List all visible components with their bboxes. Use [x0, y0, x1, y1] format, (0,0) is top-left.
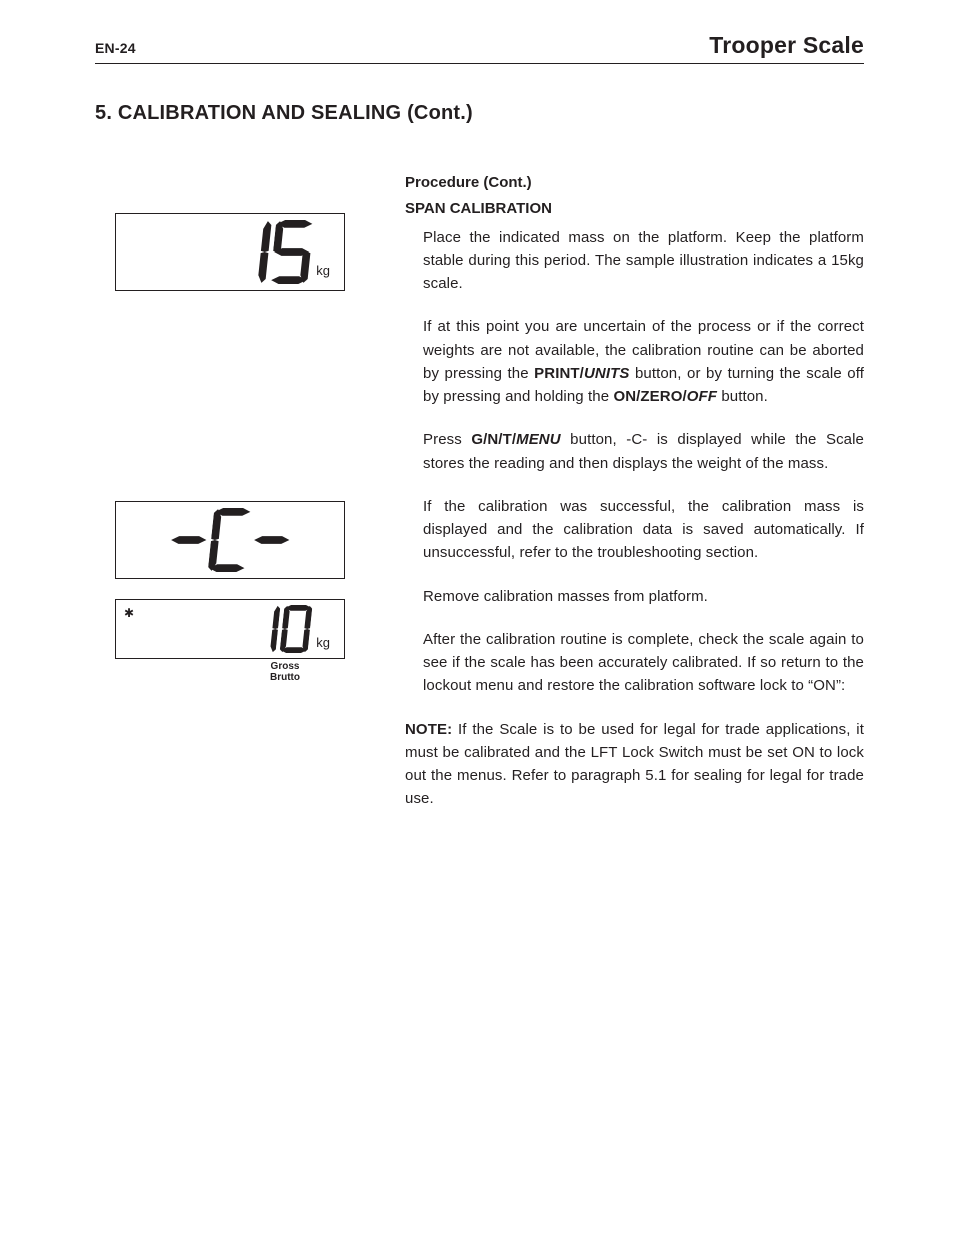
button-ref-off: OFF [687, 388, 717, 405]
page-header: EN-24 Trooper Scale [95, 32, 864, 64]
lcd-display-c [115, 501, 345, 579]
paragraph-6: After the calibration routine is complet… [405, 628, 864, 698]
left-column: kg ✱ kg Gross Brutto [95, 173, 375, 831]
caption-line-2: Brutto [270, 672, 300, 683]
section-title: 5. CALIBRATION AND SEALING (Cont.) [95, 102, 864, 125]
paragraph-2: If at this point you are uncertain of th… [405, 315, 864, 408]
button-ref-on-zero: ON/ZERO/ [613, 388, 686, 405]
paragraph-3: Press G/N/T/MENU button, -C- is displaye… [405, 428, 864, 475]
button-ref-menu: MENU [516, 431, 561, 448]
lcd-display-10kg: ✱ kg [115, 599, 345, 659]
right-column: Procedure (Cont.) SPAN CALIBRATION Place… [405, 173, 864, 831]
lcd-caption: Gross Brutto [115, 661, 345, 683]
paragraph-1: Place the indicated mass on the platform… [405, 226, 864, 296]
lcd-unit: kg [316, 635, 330, 650]
paragraph-4: If the calibration was successful, the c… [405, 495, 864, 565]
lcd-unit: kg [316, 263, 330, 278]
lcd-digits [168, 508, 293, 572]
lcd-display-15kg: kg [115, 213, 345, 291]
note-body: If the Scale is to be used for legal for… [405, 721, 864, 808]
text-run: button. [717, 388, 768, 405]
note-paragraph: NOTE: If the Scale is to be used for leg… [405, 718, 864, 811]
procedure-heading: Procedure (Cont.) [405, 173, 864, 193]
button-ref-units: UNITS [584, 365, 630, 382]
document-title: Trooper Scale [709, 32, 864, 59]
caption-line-1: Gross [271, 661, 300, 672]
paragraph-5: Remove calibration masses from platform. [405, 585, 864, 608]
lcd-digits [248, 605, 312, 653]
span-cal-heading: SPAN CALIBRATION [405, 199, 864, 219]
text-run: Press [423, 431, 471, 448]
page-code: EN-24 [95, 40, 136, 56]
lcd-stable-icon: ✱ [124, 606, 134, 620]
button-ref-gnt: G/N/T/ [471, 431, 516, 448]
lcd-digits [229, 220, 312, 284]
content-columns: kg ✱ kg Gross Brutto Procedure (Cont.) S… [95, 173, 864, 831]
note-label: NOTE: [405, 721, 452, 738]
button-ref-print: PRINT/ [534, 365, 584, 382]
